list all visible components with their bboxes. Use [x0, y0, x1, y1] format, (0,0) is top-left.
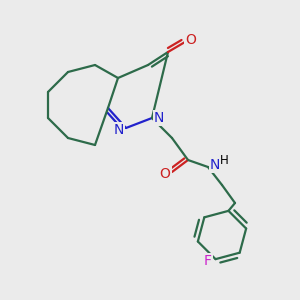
Text: H: H [220, 154, 228, 166]
Text: N: N [154, 111, 164, 125]
Text: N: N [114, 123, 124, 137]
Text: F: F [203, 254, 211, 268]
Text: O: O [186, 33, 196, 47]
Text: N: N [210, 158, 220, 172]
Text: O: O [160, 167, 170, 181]
